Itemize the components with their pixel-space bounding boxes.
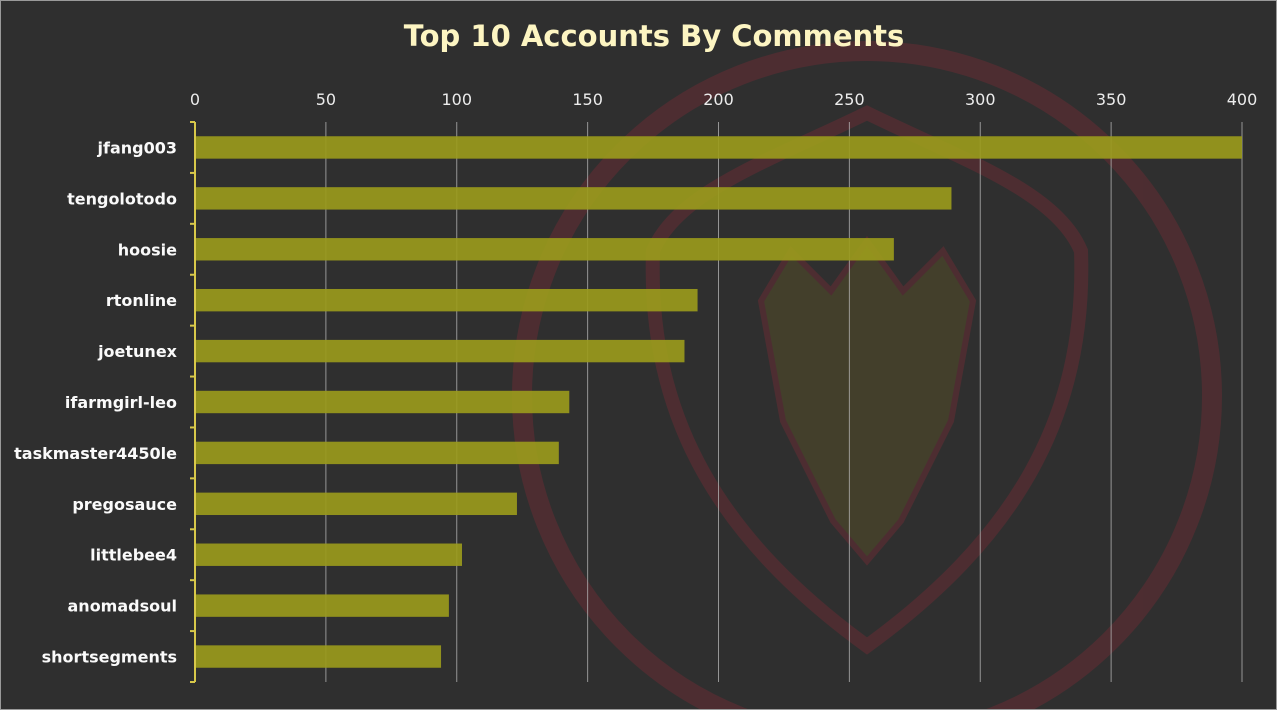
x-tick-label: 100 [441,90,472,109]
x-tick-label: 400 [1227,90,1258,109]
bar [195,187,952,210]
category-label: tengolotodo [67,189,177,208]
bar [195,288,698,312]
bar [195,238,894,261]
x-tick-label: 250 [834,90,865,109]
category-label: joetunex [97,342,178,361]
category-label: anomadsoul [68,597,178,616]
bar [195,543,462,566]
category-label: ifarmgirl-leo [65,393,177,412]
category-labels: jfang003 tengolotodo hoosie rtonline joetune… [14,138,178,666]
y-axis [190,121,196,683]
category-label: pregosauce [72,495,177,514]
category-label: taskmaster4450le [14,444,177,463]
bar [195,136,1242,159]
bar [195,492,517,516]
x-tick-label: 300 [965,90,996,109]
x-tick-label: 50 [316,90,336,109]
category-label: hoosie [118,240,177,259]
category-label: shortsegments [42,648,177,667]
category-label: jfang003 [97,138,177,157]
bar [195,390,570,414]
x-axis-ticks: 0 50 100 150 200 250 300 350 400 [190,90,1257,109]
x-tick-label: 200 [703,90,734,109]
bar [195,339,685,363]
chart-title: Top 10 Accounts By Comments [404,19,905,53]
x-tick-label: 350 [1096,90,1127,109]
bar [195,645,442,668]
bar [195,441,559,465]
bars [195,136,1242,668]
category-label: littlebee4 [90,546,177,565]
category-label: rtonline [106,291,177,310]
bar [195,594,449,617]
x-tick-label: 150 [572,90,603,109]
x-tick-label: 0 [190,90,200,109]
